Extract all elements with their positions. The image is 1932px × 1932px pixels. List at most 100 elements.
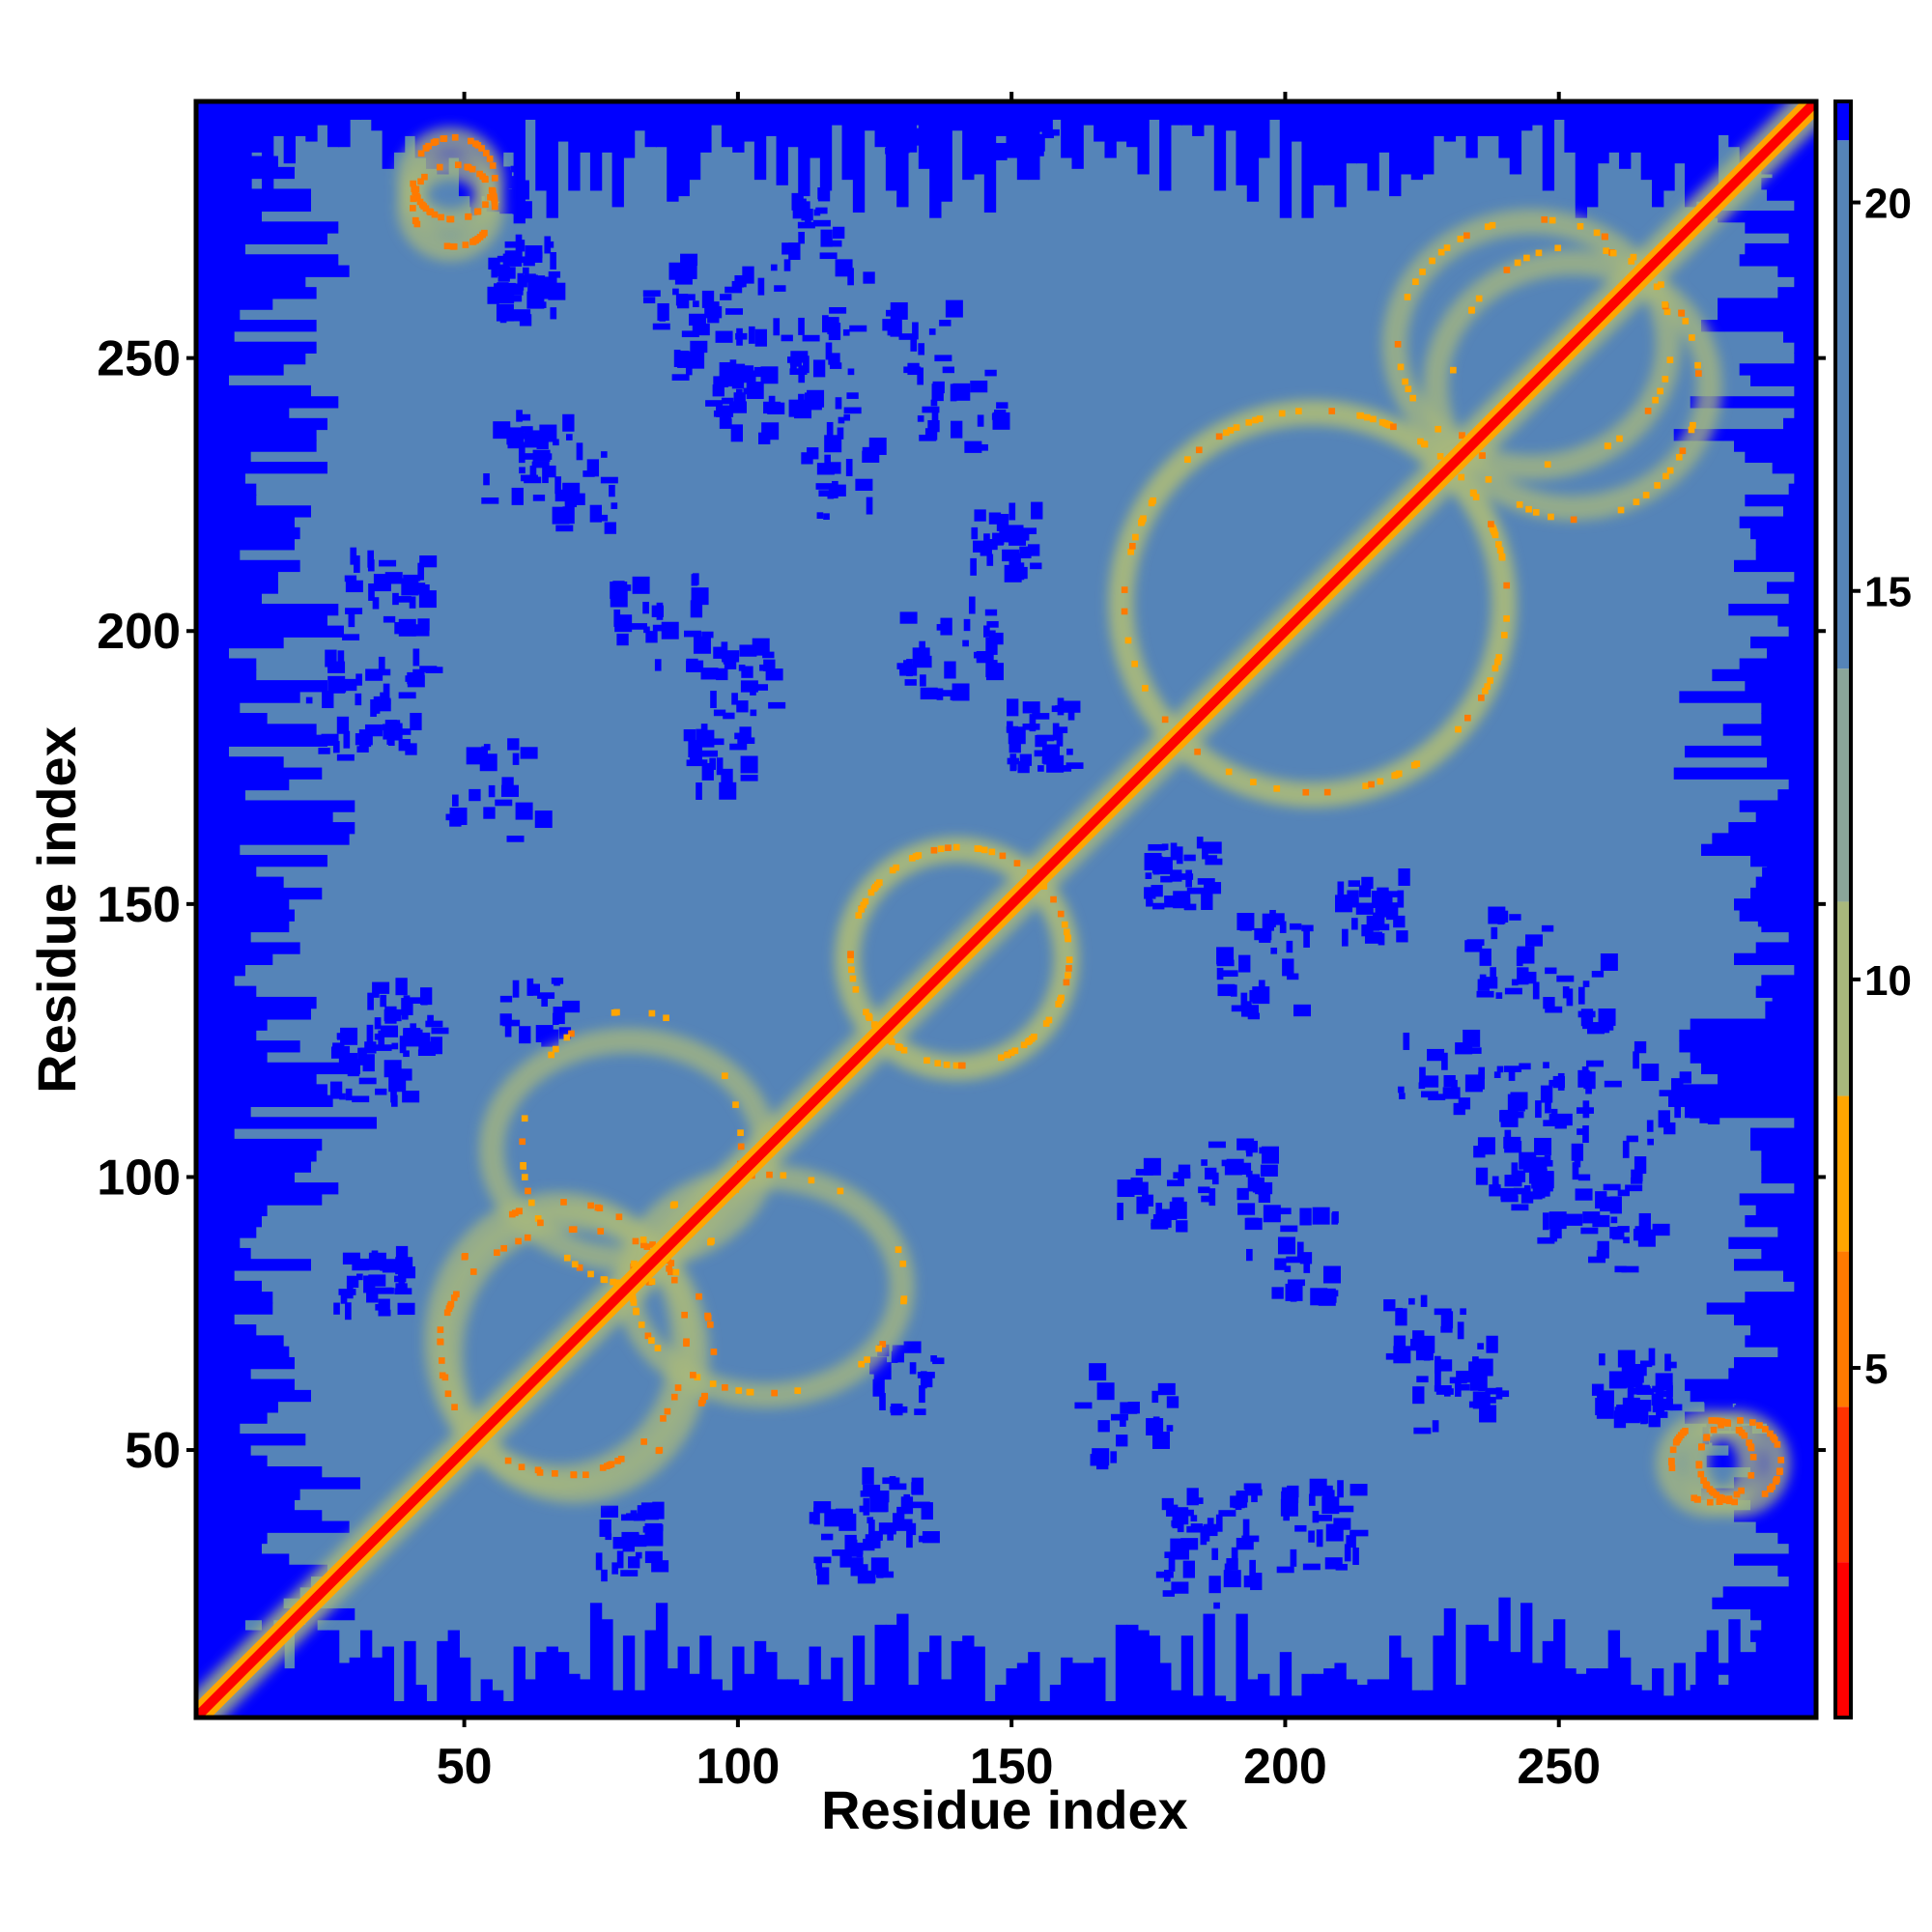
contact-cell xyxy=(500,1244,508,1252)
far-cell xyxy=(1151,1222,1169,1230)
far-cell xyxy=(1259,1147,1271,1154)
mid-band xyxy=(1108,400,1518,808)
far-cell xyxy=(642,602,649,614)
contact-cell xyxy=(643,1243,651,1250)
far-cell xyxy=(305,1619,318,1718)
far-cell xyxy=(1239,913,1252,931)
far-cell xyxy=(419,666,438,672)
contact-cell xyxy=(1195,446,1203,454)
far-cell xyxy=(652,624,670,632)
far-cell xyxy=(1205,855,1218,862)
far-cell xyxy=(1532,1180,1550,1193)
far-cell xyxy=(548,270,561,278)
far-cell xyxy=(1290,923,1302,930)
far-cell xyxy=(1745,680,1816,693)
far-cell xyxy=(196,658,257,670)
far-cell xyxy=(1496,1065,1504,1073)
contact-cell xyxy=(848,966,855,974)
far-cell xyxy=(1282,958,1294,977)
far-cell xyxy=(693,300,699,307)
far-cell xyxy=(1212,1523,1219,1531)
far-cell xyxy=(867,107,886,121)
far-cell xyxy=(729,743,748,751)
contact-cell xyxy=(464,163,471,171)
contact-cell xyxy=(1004,1051,1010,1059)
far-cell xyxy=(1126,1624,1139,1718)
far-cell xyxy=(1652,1668,1664,1718)
far-cell xyxy=(1030,562,1042,570)
far-cell xyxy=(196,1127,235,1140)
far-cell xyxy=(1599,1353,1605,1366)
far-cell xyxy=(196,396,339,409)
far-cell xyxy=(1673,101,1687,164)
far-cell xyxy=(1542,101,1555,191)
far-cell xyxy=(1082,101,1095,126)
far-cell xyxy=(1777,789,1816,802)
far-cell xyxy=(819,101,833,191)
far-cell xyxy=(1455,101,1467,136)
far-cell xyxy=(1761,1171,1816,1184)
far-cell xyxy=(952,383,971,401)
contact-cell xyxy=(1725,1495,1733,1502)
far-cell xyxy=(1736,1398,1743,1405)
far-cell xyxy=(1403,1033,1410,1050)
far-cell xyxy=(1591,971,1605,978)
far-cell xyxy=(196,1292,273,1304)
far-cell xyxy=(518,240,526,252)
far-cell xyxy=(1734,440,1816,452)
far-cell xyxy=(1341,928,1349,947)
contact-cell xyxy=(1252,416,1259,424)
far-cell xyxy=(1666,1384,1673,1398)
contact-cell xyxy=(1278,410,1286,417)
far-cell xyxy=(1767,582,1816,594)
far-cell xyxy=(196,1564,327,1577)
far-cell xyxy=(1509,1652,1522,1718)
far-cell xyxy=(449,814,462,827)
far-cell xyxy=(1734,1313,1816,1326)
contact-cell xyxy=(524,1234,531,1241)
far-cell xyxy=(644,1550,663,1564)
far-cell xyxy=(1190,1523,1204,1530)
contact-cell xyxy=(447,1300,455,1308)
far-cell xyxy=(562,413,575,432)
far-cell xyxy=(384,1006,397,1024)
far-cell xyxy=(1287,973,1299,980)
far-cell xyxy=(899,611,918,624)
far-cell xyxy=(1485,1387,1497,1395)
far-cell xyxy=(1325,1523,1344,1542)
far-cell xyxy=(1783,330,1816,343)
far-cell xyxy=(1258,1673,1270,1718)
far-cell xyxy=(196,166,295,180)
far-cell xyxy=(1162,1590,1175,1597)
contact-cell xyxy=(1161,716,1169,724)
far-cell xyxy=(1778,901,1792,908)
far-cell xyxy=(995,101,1008,136)
contact-cell xyxy=(1679,447,1687,455)
far-cell xyxy=(1418,1082,1426,1090)
far-cell xyxy=(491,1690,504,1718)
far-cell xyxy=(513,309,531,322)
contact-cell xyxy=(837,1187,844,1195)
x-tick-label: 200 xyxy=(1243,1739,1327,1795)
far-cell xyxy=(316,1630,328,1718)
far-cell xyxy=(1260,1164,1278,1177)
contact-cell xyxy=(1749,1454,1757,1461)
contact-cell xyxy=(867,889,875,896)
far-cell xyxy=(905,132,923,145)
far-cell xyxy=(692,323,710,336)
far-cell xyxy=(798,365,806,384)
far-cell xyxy=(1173,891,1191,909)
far-cell xyxy=(513,1646,526,1718)
far-cell xyxy=(1335,895,1353,913)
far-cell xyxy=(525,430,543,448)
far-cell xyxy=(1433,1635,1445,1718)
contact-cell xyxy=(1554,244,1562,252)
far-cell xyxy=(1041,757,1049,764)
far-cell xyxy=(1236,1138,1255,1151)
far-cell xyxy=(719,781,737,800)
far-cell xyxy=(1619,1657,1632,1718)
far-cell xyxy=(838,416,845,424)
far-cell xyxy=(753,366,761,374)
contact-cell xyxy=(1057,997,1064,1004)
